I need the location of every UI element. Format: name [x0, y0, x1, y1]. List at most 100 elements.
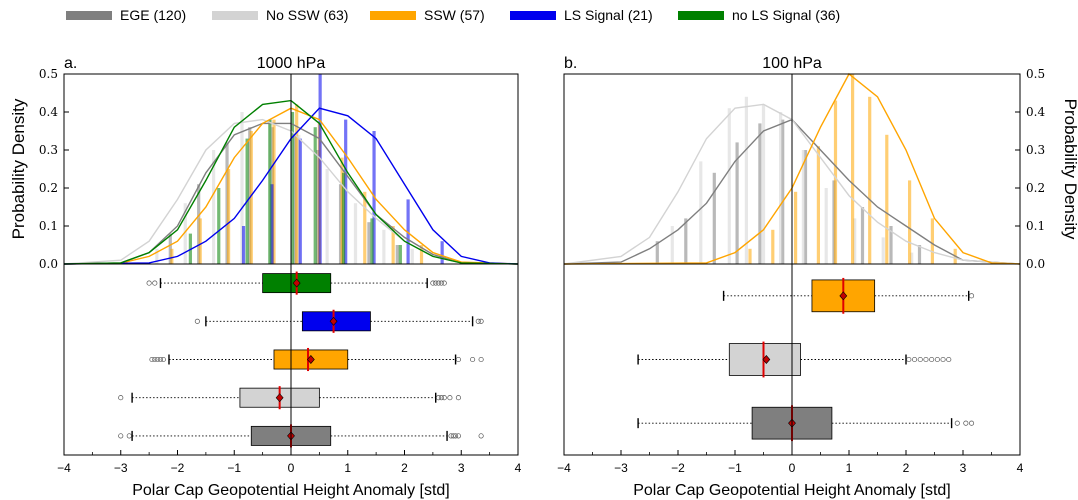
hist-bar-no-ssw-63: [761, 104, 766, 265]
mean-marker: [306, 355, 315, 364]
hist-bar-ege-120: [684, 218, 688, 264]
legend-swatch-ssw-57: [370, 11, 416, 20]
mean-marker: [329, 316, 338, 326]
outlier-point: [438, 280, 444, 286]
hist-bar-no-ls-signal-36: [398, 245, 402, 264]
x-tick-label: −1: [227, 461, 241, 475]
panel-a-title: 1000 hPa: [257, 55, 326, 72]
y-tick-label: 0.1: [1026, 219, 1045, 233]
outlier-point: [478, 318, 484, 324]
hist-bar-no-ssw-63: [670, 226, 674, 264]
boxplot-ssw-57: [149, 347, 484, 372]
hist-bar-ssw-57: [272, 119, 276, 264]
x-tick-label: 0: [789, 461, 796, 475]
x-tick-label: 0: [288, 461, 295, 475]
outlier-point: [118, 433, 124, 439]
outlier-point: [455, 356, 461, 363]
hist-bar-ls-signal-21: [406, 199, 410, 264]
x-tick-label: −4: [57, 461, 71, 475]
outlier-point: [430, 280, 436, 286]
legend-swatch-no-ssw-63: [212, 11, 258, 20]
x-tick-label: −4: [557, 461, 571, 475]
hist-bar-no-ssw-63: [382, 229, 386, 264]
hist-bar-no-ssw-63: [410, 248, 414, 264]
hist-bar-ssw-57: [226, 169, 231, 264]
hist-bar-no-ssw-63: [824, 188, 828, 264]
outlier-point: [929, 356, 935, 363]
density-line-ls-signal-21: [63, 107, 519, 265]
hist-bar-ssw-57: [930, 218, 934, 264]
hist-bar-no-ssw-63: [727, 108, 731, 264]
hist-bar-no-ls-signal-36: [313, 127, 317, 264]
y-tick-label: 0.0: [39, 257, 58, 271]
outlier-point: [149, 356, 155, 363]
hist-bar-no-ssw-63: [801, 150, 805, 264]
outlier-point: [455, 395, 461, 401]
x-tick-label: −3: [114, 461, 128, 475]
hist-bar-ege-120: [655, 241, 659, 264]
y-tick-label: 0.1: [39, 219, 58, 233]
hist-bar-no-ssw-63: [699, 161, 703, 264]
y-tick-label: 0.2: [1026, 181, 1045, 195]
boxplot-ls-signal-21: [194, 309, 484, 333]
outlier-point: [968, 293, 975, 299]
hist-bar-no-ssw-63: [744, 96, 748, 264]
x-tick-label: −2: [171, 461, 185, 475]
hist-bar-ssw-57: [833, 100, 838, 264]
outlier-point: [447, 395, 453, 401]
hist-bar-ssw-57: [908, 180, 912, 264]
x-tick-label: −2: [671, 461, 685, 475]
hist-bar-no-ssw-63: [325, 169, 329, 264]
hist-bar-no-ssw-63: [881, 237, 885, 264]
outlier-point: [160, 356, 166, 363]
x-tick-label: −3: [614, 461, 628, 475]
hist-bar-ssw-57: [748, 248, 752, 264]
hist-bar-no-ls-signal-36: [268, 119, 272, 264]
hist-bar-ege-120: [367, 222, 371, 264]
hist-bar-ls-signal-21: [270, 184, 274, 264]
hist-bar-no-ssw-63: [779, 112, 783, 264]
outlier-point: [478, 356, 484, 363]
outlier-point: [152, 280, 158, 286]
panel-b: b. 100 hPa −4 −3 −2 −1 0 1 2 3 4 0.0 0.1 0.2 0.3 0.4 0…: [557, 55, 1078, 499]
hist-bar-ssw-57: [851, 74, 855, 264]
hist-bar-ssw-57: [295, 104, 299, 265]
hist-bar-no-ssw-63: [155, 248, 159, 264]
hist-bar-ls-signal-21: [318, 74, 322, 264]
mean-marker: [275, 393, 284, 403]
legend-swatch-no-ls-signal-36: [678, 11, 724, 20]
legend: EGE (120) No SSW (63) SSW (57) LS Signal (2…: [66, 7, 840, 23]
outlier-point: [478, 433, 484, 439]
outlier-point: [152, 356, 158, 363]
hist-bar-ege-120: [889, 226, 893, 264]
outlier-point: [954, 420, 960, 426]
hist-bar-ssw-57: [363, 191, 367, 264]
mean-marker: [292, 278, 301, 288]
outlier-point: [118, 395, 124, 401]
outlier-point: [433, 280, 439, 286]
outlier-point: [946, 356, 952, 363]
hist-bar-ssw-57: [885, 134, 889, 264]
boxplot-no-ssw-63: [118, 386, 461, 410]
mean-marker: [839, 291, 848, 301]
outlier-point: [940, 356, 946, 363]
outlier-point: [194, 318, 200, 324]
hist-bar-ssw-57: [198, 218, 202, 264]
outlier-point: [470, 356, 476, 363]
outlier-point: [435, 395, 442, 401]
hist-bar-ls-signal-21: [241, 226, 246, 264]
hist-bar-ssw-57: [868, 96, 872, 264]
outlier-point: [934, 356, 940, 363]
outlier-point: [453, 433, 459, 439]
outlier-point: [450, 433, 456, 439]
boxplot-no-ls-signal-36: [146, 271, 447, 295]
hist-bar-ssw-57: [391, 226, 395, 264]
outlier-point: [441, 395, 447, 401]
x-tick-label: 3: [458, 461, 465, 475]
panel-a-plot: −4 −3 −2 −1 0 1 2 3 4 0.0 0.1 0.2 0.3 0.4 0.5: [39, 67, 522, 475]
outlier-point: [146, 280, 152, 286]
outlier-point: [968, 420, 975, 426]
legend-label-no-ls-signal-36: no LS Signal (36): [732, 7, 840, 23]
y-tick-label: 0.0: [1026, 257, 1045, 271]
hist-bar-ls-signal-21: [344, 119, 348, 264]
